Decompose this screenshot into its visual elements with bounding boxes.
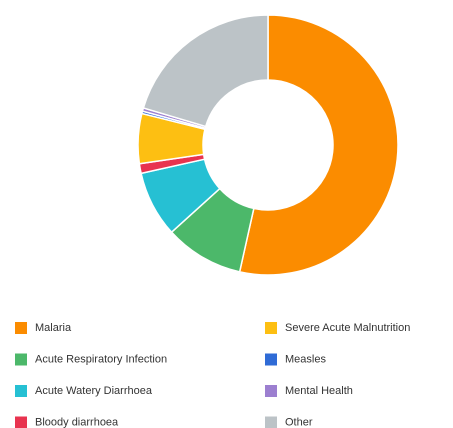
- legend-swatch: [15, 353, 27, 366]
- legend-label: Measles: [285, 353, 326, 365]
- legend-label: Mental Health: [285, 385, 353, 397]
- legend-label: Acute Respiratory Infection: [35, 353, 167, 365]
- legend-swatch: [265, 322, 277, 334]
- legend-swatch: [15, 322, 27, 334]
- legend-label: Acute Watery Diarrhoea: [35, 385, 153, 397]
- legend-swatch: [15, 385, 27, 397]
- legend-label: Other: [285, 416, 313, 428]
- slice: [142, 14, 269, 128]
- slice: [238, 14, 399, 276]
- legend-swatch: [265, 353, 277, 366]
- legend-swatch: [265, 385, 277, 397]
- legend-label: Malaria: [35, 322, 72, 334]
- legend-label: Bloody diarrhoea: [35, 416, 119, 428]
- legend-swatch: [15, 416, 27, 428]
- legend-swatch: [265, 416, 277, 428]
- legend-label: Severe Acute Malnutrition: [285, 322, 410, 334]
